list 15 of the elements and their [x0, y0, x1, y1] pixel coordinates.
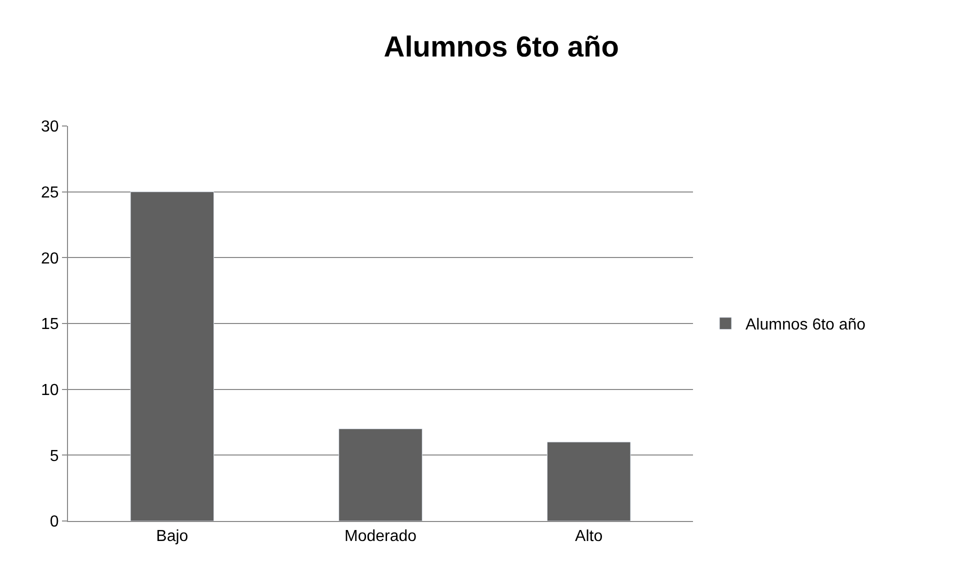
chart-title: Alumnos 6to año: [384, 32, 619, 64]
bar: [130, 192, 214, 521]
y-tick-label: 15: [41, 316, 59, 334]
y-tick-label: 25: [41, 184, 59, 202]
x-tick-label: Alto: [575, 528, 603, 546]
x-tick-label: Bajo: [156, 528, 188, 546]
y-tick-label: 5: [50, 448, 59, 465]
legend-label: Alumnos 6to año: [746, 316, 866, 334]
y-tick-label: 10: [41, 382, 59, 399]
x-tick-label: Moderado: [344, 528, 417, 546]
y-tick-label: 30: [41, 118, 59, 136]
y-tick-label: 20: [41, 250, 59, 268]
y-tick-label: 0: [50, 514, 59, 531]
bar: [338, 428, 422, 521]
bar: [546, 442, 631, 521]
